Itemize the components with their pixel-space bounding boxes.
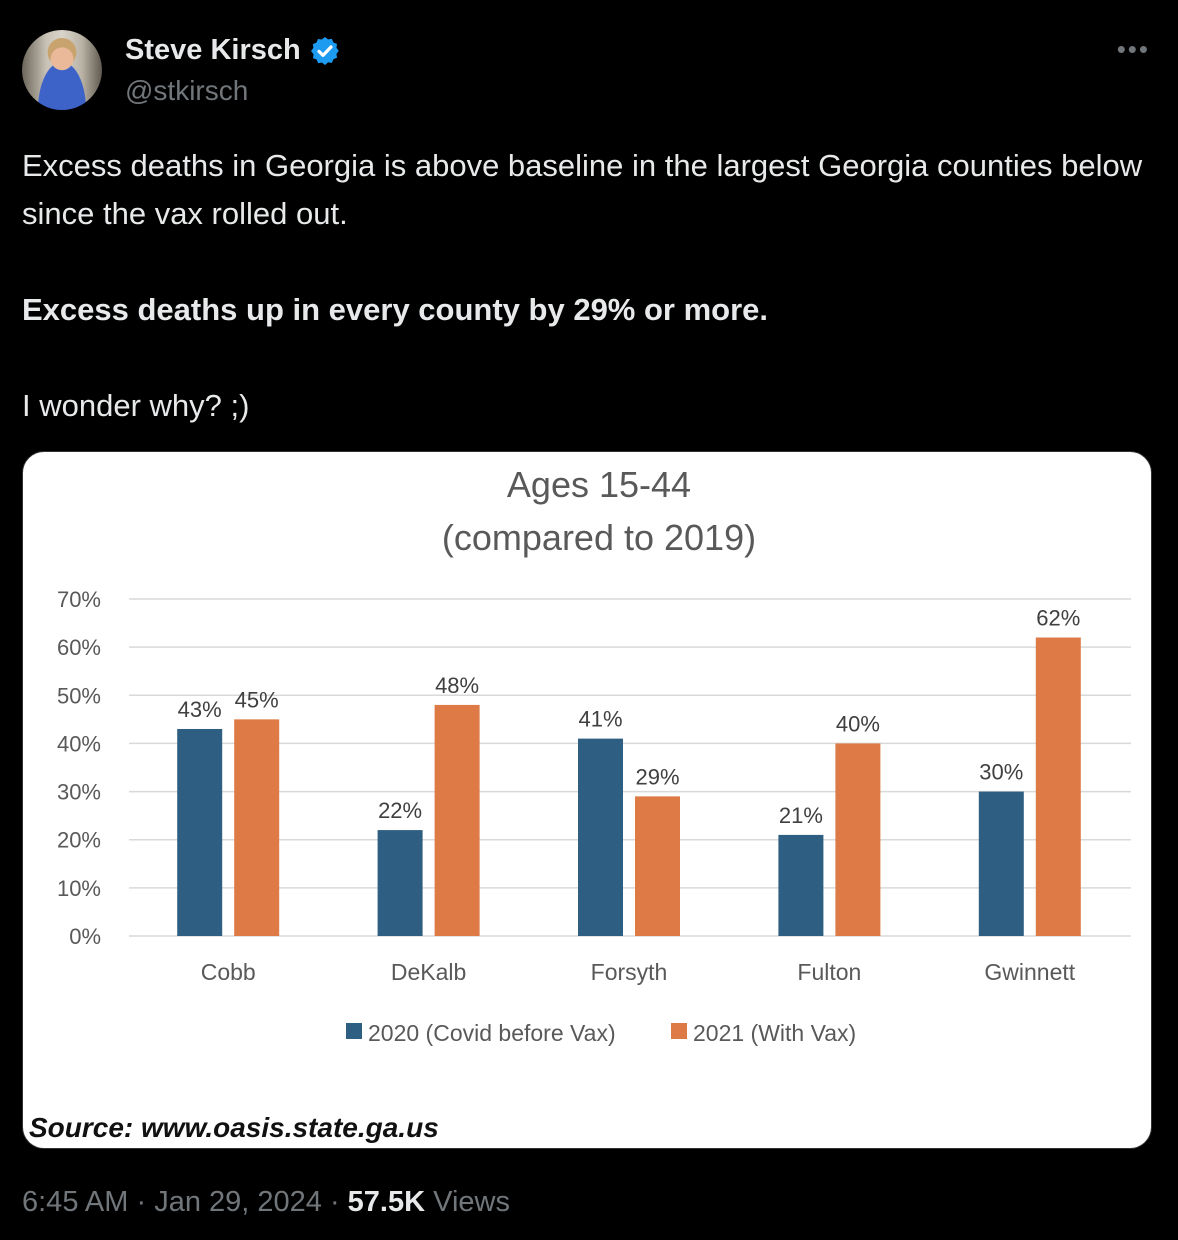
y-tick-label: 30%: [57, 780, 101, 805]
y-tick-label: 60%: [57, 635, 101, 660]
author-name-text: Steve Kirsch: [125, 34, 301, 66]
y-tick-label: 70%: [57, 587, 101, 612]
tweet-line-2: Excess deaths up in every county by 29% …: [22, 292, 769, 327]
x-tick-label: Forsyth: [591, 959, 668, 985]
legend-label: 2021 (With Vax): [693, 1020, 856, 1046]
data-label: 62%: [1036, 606, 1080, 631]
chart-source: Source: www.oasis.state.ga.us: [29, 1112, 439, 1143]
bar-2021: [234, 719, 280, 936]
data-label: 43%: [178, 697, 222, 722]
y-tick-label: 20%: [57, 828, 101, 853]
bar-2021: [635, 796, 680, 936]
legend-label: 2020 (Covid before Vax): [368, 1020, 616, 1046]
data-label: 29%: [635, 764, 679, 789]
bar-2021: [835, 743, 881, 936]
bar-2021: [1035, 637, 1081, 936]
views-count: 57.5K: [347, 1186, 426, 1218]
bar-2020: [578, 738, 623, 936]
author-name[interactable]: Steve Kirsch: [125, 34, 341, 67]
data-label: 22%: [378, 798, 422, 823]
views-label: Views: [425, 1186, 510, 1218]
tweet-footer: 6:45 AM · Jan 29, 2024 · 57.5K Views: [22, 1186, 510, 1219]
chart-image-card[interactable]: Ages 15-44 (compared to 2019) 0% 10% 20% 30% 4…: [22, 451, 1152, 1149]
verified-badge-icon: [310, 36, 339, 65]
bar-2020: [177, 728, 223, 936]
data-label: 21%: [779, 803, 823, 828]
author-handle[interactable]: @stkirsch: [125, 75, 249, 106]
more-options-icon[interactable]: •••: [1116, 34, 1150, 64]
bar-2021: [434, 704, 480, 936]
avatar[interactable]: [22, 30, 102, 110]
x-tick-label: DeKalb: [391, 959, 466, 985]
data-label: 48%: [435, 673, 479, 698]
bar-chart: Ages 15-44 (compared to 2019) 0% 10% 20% 30% 4…: [57, 464, 1131, 1046]
bar-2020: [377, 830, 423, 936]
data-label: 45%: [235, 687, 279, 712]
y-tick-label: 50%: [57, 683, 101, 708]
footer-separator: ·: [128, 1186, 155, 1218]
tweet-date[interactable]: Jan 29, 2024: [154, 1186, 322, 1218]
bar-2020: [978, 791, 1024, 936]
legend-swatch: [346, 1023, 362, 1039]
x-tick-label: Gwinnett: [984, 959, 1075, 985]
y-tick-label: 0%: [69, 924, 101, 949]
y-tick-label: 10%: [57, 876, 101, 901]
tweet-line-spacer: [22, 238, 1162, 286]
data-label: 40%: [836, 711, 880, 736]
legend-swatch: [671, 1023, 687, 1039]
tweet-line-1: Excess deaths in Georgia is above baseli…: [22, 148, 1143, 231]
chart-title: Ages 15-44: [507, 464, 691, 505]
data-label: 41%: [578, 707, 622, 732]
tweet-text: Excess deaths in Georgia is above baseli…: [22, 142, 1162, 430]
data-label: 30%: [979, 760, 1023, 785]
y-tick-label: 40%: [57, 731, 101, 756]
x-tick-label: Cobb: [201, 959, 256, 985]
bar-2020: [778, 834, 824, 936]
x-tick-label: Fulton: [797, 959, 861, 985]
tweet-line-3: I wonder why? ;): [22, 388, 250, 423]
footer-separator: ·: [321, 1186, 348, 1218]
tweet-line-spacer-2: [22, 334, 1162, 382]
chart-subtitle: (compared to 2019): [442, 517, 756, 558]
tweet-time[interactable]: 6:45 AM: [22, 1186, 129, 1218]
